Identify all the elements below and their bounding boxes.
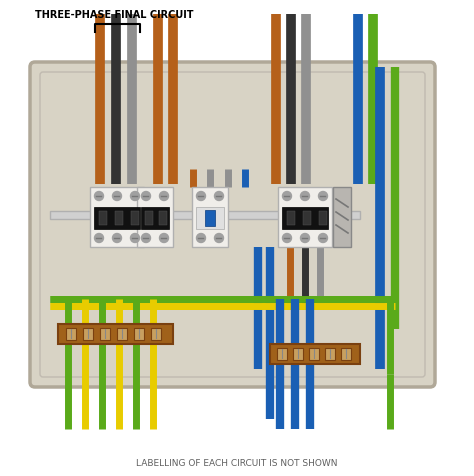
Circle shape [112, 192, 121, 201]
Bar [115, 211, 123, 226]
Circle shape [319, 234, 328, 243]
Bar [309, 348, 319, 360]
Circle shape [215, 192, 224, 201]
Bar [278, 188, 332, 248]
Circle shape [130, 234, 139, 243]
Bar [90, 188, 144, 248]
Circle shape [197, 192, 206, 201]
Bar [94, 208, 140, 229]
Bar [134, 328, 144, 340]
Bar [141, 208, 169, 229]
Text: LABELLING OF EACH CIRCUIT IS NOT SHOWN: LABELLING OF EACH CIRCUIT IS NOT SHOWN [136, 458, 338, 467]
Circle shape [142, 234, 151, 243]
Circle shape [283, 234, 292, 243]
Bar [151, 328, 161, 340]
Circle shape [283, 192, 292, 201]
Bar [58, 324, 173, 344]
Bar [293, 348, 303, 360]
Bar [131, 211, 139, 226]
Text: THREE-PHASE FINAL CIRCUIT: THREE-PHASE FINAL CIRCUIT [35, 10, 193, 20]
Circle shape [94, 192, 103, 201]
Bar [99, 211, 107, 226]
Bar [333, 188, 351, 248]
Bar [325, 348, 335, 360]
Bar [145, 211, 153, 226]
Bar [117, 328, 127, 340]
Bar [319, 211, 327, 226]
Circle shape [319, 192, 328, 201]
Bar [277, 348, 287, 360]
Bar [100, 328, 110, 340]
Bar [287, 211, 295, 226]
Circle shape [130, 192, 139, 201]
Bar [192, 188, 228, 248]
Bar [196, 208, 224, 229]
Bar [137, 188, 173, 248]
Bar [341, 348, 351, 360]
Circle shape [197, 234, 206, 243]
Bar [66, 328, 76, 340]
Circle shape [112, 234, 121, 243]
Bar [83, 328, 93, 340]
Bar [159, 211, 167, 226]
Bar [303, 211, 311, 226]
Bar [270, 344, 360, 364]
Circle shape [94, 234, 103, 243]
Bar [205, 210, 215, 227]
Circle shape [301, 192, 310, 201]
Bar [50, 211, 360, 219]
Bar [282, 208, 328, 229]
FancyBboxPatch shape [30, 63, 435, 387]
Circle shape [301, 234, 310, 243]
Circle shape [142, 192, 151, 201]
Circle shape [159, 192, 168, 201]
Circle shape [159, 234, 168, 243]
Circle shape [215, 234, 224, 243]
